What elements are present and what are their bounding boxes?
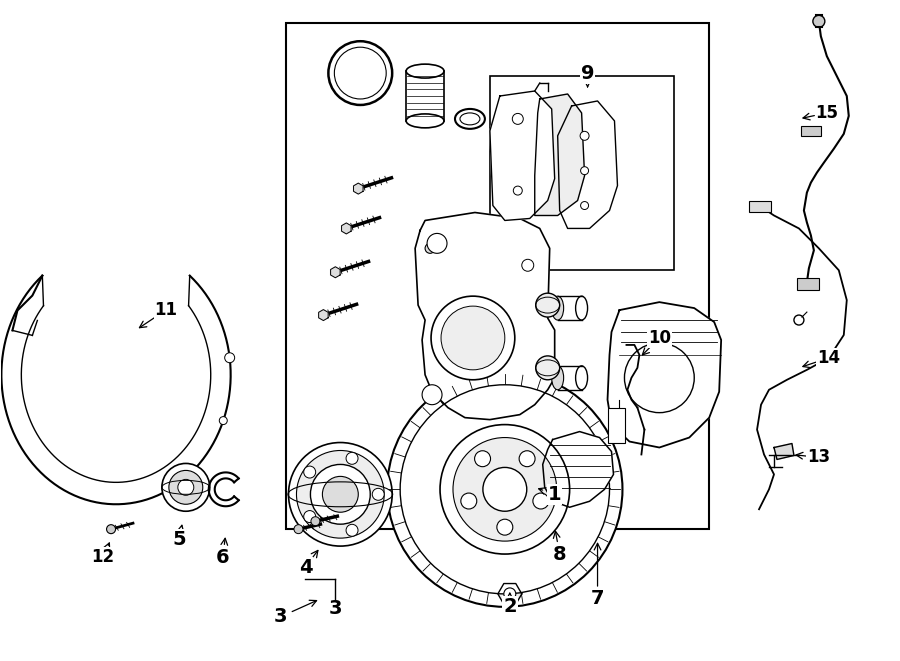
Text: 13: 13: [807, 448, 831, 467]
Circle shape: [289, 442, 392, 546]
Circle shape: [310, 465, 370, 524]
Circle shape: [441, 306, 505, 370]
Polygon shape: [415, 212, 554, 420]
Circle shape: [428, 233, 447, 253]
Text: 4: 4: [299, 557, 312, 576]
Circle shape: [178, 479, 194, 495]
Circle shape: [625, 343, 694, 412]
Bar: [749, 200, 771, 212]
Circle shape: [522, 259, 534, 271]
Text: 12: 12: [92, 548, 114, 566]
Circle shape: [303, 466, 316, 478]
Circle shape: [346, 452, 358, 464]
Text: 3: 3: [328, 600, 342, 618]
Polygon shape: [558, 101, 617, 229]
Polygon shape: [330, 267, 340, 278]
Circle shape: [346, 524, 358, 536]
Circle shape: [225, 353, 235, 363]
Bar: [498, 142, 512, 152]
Bar: [801, 126, 821, 136]
Bar: [796, 278, 819, 290]
Text: 10: 10: [648, 329, 670, 347]
Circle shape: [400, 385, 609, 594]
Circle shape: [387, 372, 623, 607]
Polygon shape: [608, 302, 721, 447]
Circle shape: [169, 471, 202, 504]
Circle shape: [497, 519, 513, 535]
Polygon shape: [342, 223, 351, 234]
Circle shape: [513, 186, 522, 195]
Circle shape: [453, 438, 557, 541]
Circle shape: [162, 463, 210, 511]
Circle shape: [813, 15, 824, 27]
Circle shape: [310, 517, 320, 525]
Polygon shape: [543, 432, 614, 507]
Circle shape: [519, 451, 536, 467]
Circle shape: [303, 510, 316, 523]
Circle shape: [106, 525, 115, 533]
Text: 1: 1: [548, 485, 562, 504]
Circle shape: [440, 424, 570, 554]
Circle shape: [461, 493, 477, 509]
Circle shape: [580, 202, 589, 210]
Circle shape: [422, 385, 442, 405]
Polygon shape: [774, 444, 794, 459]
Polygon shape: [319, 309, 328, 321]
Circle shape: [373, 488, 384, 500]
Ellipse shape: [576, 296, 588, 320]
Text: 5: 5: [172, 529, 185, 549]
Circle shape: [504, 588, 516, 600]
Circle shape: [294, 525, 303, 533]
Text: 2: 2: [503, 598, 517, 616]
Text: 8: 8: [553, 545, 566, 564]
Circle shape: [220, 416, 228, 424]
Ellipse shape: [406, 64, 444, 78]
Text: 14: 14: [817, 349, 841, 367]
Circle shape: [431, 296, 515, 380]
Text: 9: 9: [580, 63, 594, 83]
Text: 3: 3: [274, 607, 287, 626]
Polygon shape: [490, 91, 554, 221]
Ellipse shape: [552, 366, 563, 390]
Bar: [285, 23, 709, 529]
Circle shape: [580, 167, 589, 175]
Circle shape: [512, 114, 523, 124]
Circle shape: [580, 132, 590, 140]
Circle shape: [474, 451, 490, 467]
Polygon shape: [535, 94, 585, 215]
Text: 15: 15: [815, 104, 838, 122]
Bar: [495, 146, 500, 152]
Circle shape: [322, 477, 358, 512]
Text: 6: 6: [216, 547, 230, 566]
Ellipse shape: [576, 366, 588, 390]
Bar: [509, 146, 515, 152]
Ellipse shape: [406, 114, 444, 128]
Bar: [608, 408, 625, 442]
Circle shape: [425, 243, 435, 253]
Circle shape: [536, 293, 560, 317]
Text: 11: 11: [155, 301, 177, 319]
Text: 7: 7: [590, 590, 604, 608]
Circle shape: [296, 451, 384, 538]
Polygon shape: [498, 584, 522, 604]
Circle shape: [533, 493, 549, 509]
Polygon shape: [354, 183, 363, 194]
Circle shape: [483, 467, 526, 511]
Ellipse shape: [552, 296, 563, 320]
Circle shape: [536, 356, 560, 380]
Bar: [490, 76, 674, 270]
